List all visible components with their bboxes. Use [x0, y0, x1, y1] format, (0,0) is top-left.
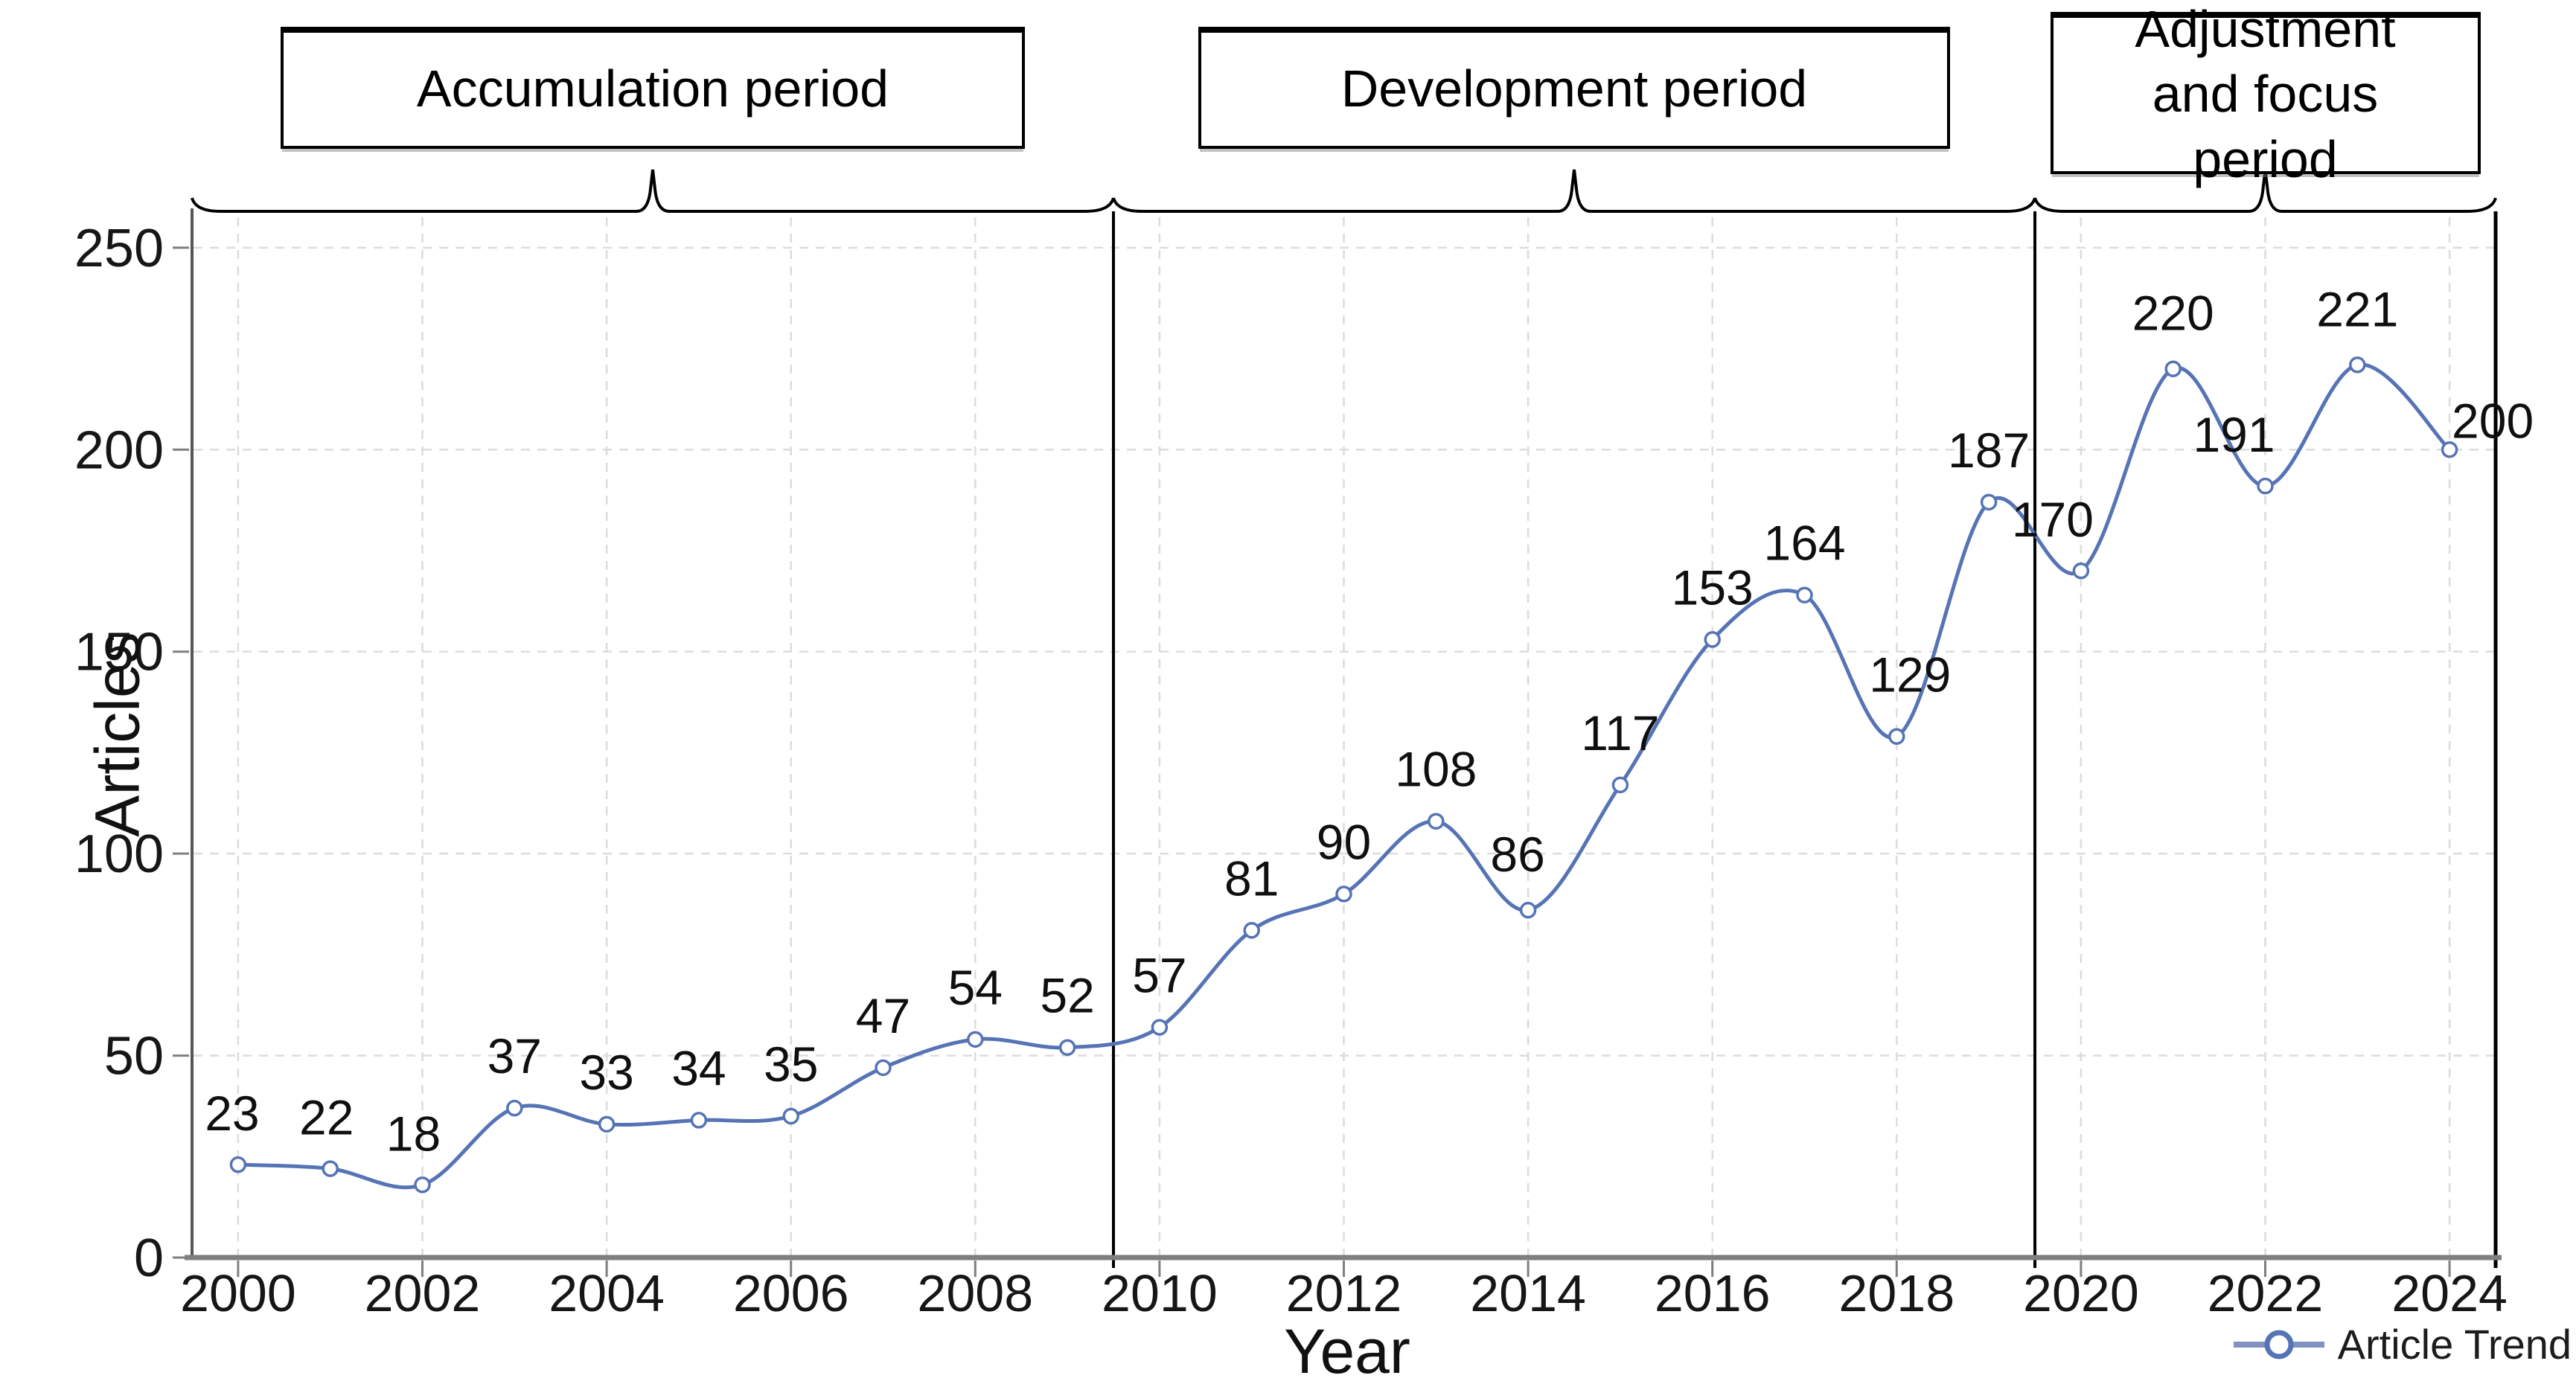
- data-point-2012: [1335, 885, 1352, 903]
- data-point-2018: [1888, 728, 1905, 745]
- trend-line: [236, 362, 2452, 1190]
- data-label-2012: 90: [1317, 814, 1371, 869]
- data-label-2009: 52: [1040, 968, 1094, 1023]
- y-tick-label-200: 200: [74, 420, 164, 480]
- x-tick-label-2014: 2014: [1470, 1264, 1586, 1322]
- data-point-2011: [1243, 922, 1260, 939]
- data-label-2010: 57: [1132, 948, 1186, 1003]
- x-tick-label-2000: 2000: [180, 1264, 296, 1322]
- data-point-2024: [2441, 441, 2458, 458]
- data-label-2003: 37: [488, 1028, 542, 1083]
- data-label-2004: 33: [579, 1045, 633, 1100]
- period-box-accumulation: Accumulation period: [281, 27, 1025, 149]
- data-point-2014: [1519, 901, 1537, 919]
- data-point-2016: [1704, 631, 1721, 648]
- x-tick-label-2004: 2004: [549, 1264, 665, 1322]
- data-point-2001: [322, 1160, 339, 1177]
- section-brace-0: [191, 169, 1115, 213]
- data-label-2002: 18: [386, 1106, 441, 1161]
- data-label-2021: 220: [2132, 286, 2214, 341]
- data-point-2003: [506, 1099, 523, 1117]
- data-label-2017: 164: [1763, 516, 1845, 571]
- data-label-2019: 187: [1948, 423, 2030, 478]
- data-label-2018: 129: [1869, 647, 1951, 702]
- x-tick-label-2022: 2022: [2208, 1264, 2324, 1322]
- x-tick-label-2018: 2018: [1838, 1264, 1955, 1322]
- data-point-2009: [1058, 1039, 1076, 1056]
- y-axis-title: Articles: [82, 632, 153, 837]
- y-tick-label-150: 150: [74, 623, 164, 682]
- data-point-2005: [690, 1112, 708, 1129]
- data-label-2007: 47: [856, 988, 910, 1043]
- data-label-2000: 23: [205, 1086, 259, 1141]
- y-tick-label-50: 50: [104, 1027, 164, 1086]
- data-point-2008: [967, 1031, 984, 1048]
- data-label-2016: 153: [1672, 560, 1754, 615]
- data-label-2022: 191: [2193, 407, 2275, 462]
- legend: Article Trend: [2231, 1320, 2572, 1368]
- data-point-2021: [2164, 360, 2182, 377]
- data-label-2015: 117: [1581, 705, 1659, 760]
- data-point-2017: [1796, 586, 1813, 603]
- data-label-2001: 22: [299, 1090, 354, 1145]
- x-tick-label-2010: 2010: [1102, 1264, 1218, 1322]
- data-point-2020: [2072, 562, 2090, 580]
- period-box-adjustment: Adjustment and focus period: [2050, 0, 2481, 188]
- data-point-2004: [598, 1115, 616, 1133]
- data-label-2008: 54: [948, 960, 1003, 1015]
- y-tick-label-0: 0: [134, 1229, 164, 1288]
- period-label-development: Development period: [1340, 60, 1808, 118]
- data-point-2019: [1980, 493, 1998, 511]
- data-point-2023: [2349, 356, 2366, 374]
- data-point-2013: [1428, 813, 1445, 830]
- legend-marker-icon: [2233, 1330, 2324, 1359]
- data-point-2010: [1151, 1019, 1169, 1036]
- data-point-2007: [875, 1059, 892, 1077]
- data-label-2013: 108: [1395, 742, 1477, 797]
- data-point-2022: [2257, 477, 2274, 495]
- y-tick-label-100: 100: [74, 824, 164, 884]
- section-brace-1: [1112, 169, 2036, 213]
- data-point-2006: [782, 1107, 799, 1125]
- data-label-2024: 200: [2452, 393, 2534, 448]
- period-box-development: Development period: [1198, 27, 1950, 149]
- data-label-2005: 34: [671, 1040, 726, 1095]
- x-tick-label-2002: 2002: [365, 1264, 481, 1322]
- x-tick-label-2006: 2006: [733, 1264, 849, 1322]
- x-tick-label-2024: 2024: [2391, 1264, 2508, 1322]
- period-label-adjustment: Adjustment and focus period: [2135, 0, 2396, 188]
- x-tick-label-2020: 2020: [2023, 1264, 2139, 1322]
- x-tick-label-2008: 2008: [917, 1264, 1033, 1322]
- x-tick-label-2016: 2016: [1655, 1264, 1771, 1322]
- legend-series-label: Article Trend: [2337, 1321, 2572, 1368]
- data-point-2015: [1611, 776, 1629, 794]
- x-tick-label-2012: 2012: [1286, 1264, 1402, 1322]
- data-label-2020: 170: [2012, 492, 2094, 547]
- data-label-2014: 86: [1490, 827, 1544, 882]
- data-label-2006: 35: [764, 1037, 818, 1092]
- y-tick-label-250: 250: [74, 219, 164, 278]
- period-label-accumulation: Accumulation period: [416, 60, 889, 118]
- data-label-2011: 81: [1224, 851, 1279, 906]
- data-label-2023: 221: [2316, 281, 2398, 336]
- data-point-2002: [414, 1176, 431, 1194]
- data-point-2000: [229, 1156, 247, 1173]
- x-axis-title: Year: [1284, 1316, 1410, 1386]
